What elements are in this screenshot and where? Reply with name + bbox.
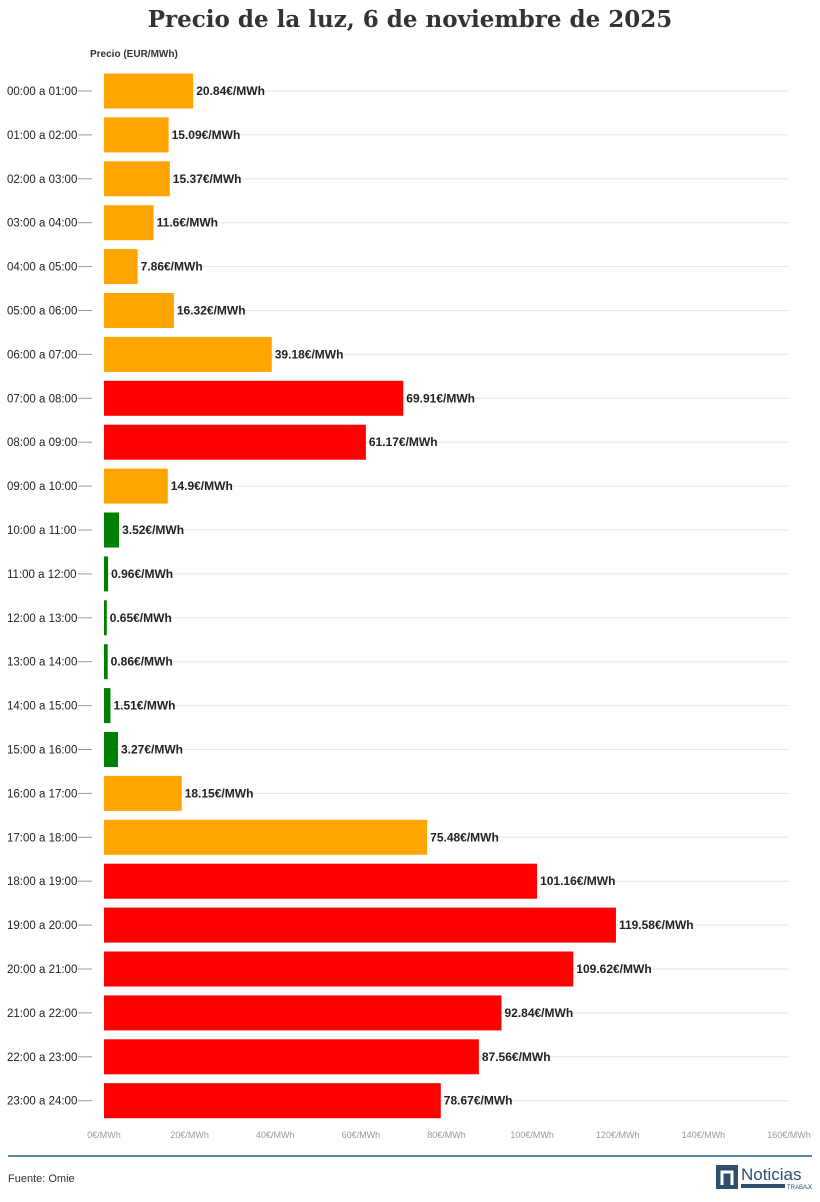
data-label: 16.32€/MWh bbox=[177, 304, 246, 318]
bar bbox=[104, 117, 169, 153]
bar bbox=[104, 161, 170, 197]
category-label: 11:00 a 12:00 bbox=[7, 569, 77, 581]
bar bbox=[104, 995, 502, 1031]
data-label: 61.17€/MWh bbox=[369, 435, 438, 449]
bar bbox=[104, 775, 182, 811]
category-label: 13:00 a 14:00 bbox=[7, 657, 77, 669]
data-label: 11.6€/MWh bbox=[157, 216, 218, 230]
category-label: 10:00 a 11:00 bbox=[7, 525, 77, 537]
data-label: 3.27€/MWh bbox=[121, 743, 183, 757]
bar bbox=[104, 1083, 441, 1119]
bar bbox=[104, 293, 174, 328]
bar bbox=[104, 863, 538, 899]
data-label: 7.86€/MWh bbox=[141, 260, 203, 274]
category-label: 21:00 a 22:00 bbox=[7, 1008, 77, 1020]
category-label: 07:00 a 08:00 bbox=[7, 393, 77, 405]
data-label: 92.84€/MWh bbox=[504, 1006, 573, 1020]
category-label: 04:00 a 05:00 bbox=[7, 262, 77, 274]
bar bbox=[104, 380, 404, 416]
category-label: 12:00 a 13:00 bbox=[7, 613, 77, 625]
bar bbox=[104, 951, 574, 987]
x-tick-label: 40€/MWh bbox=[256, 1130, 295, 1140]
bar bbox=[104, 512, 120, 548]
category-label: 15:00 a 16:00 bbox=[7, 745, 77, 757]
bar bbox=[104, 819, 428, 855]
y-axis-title: Precio (EUR/MWh) bbox=[90, 49, 178, 60]
bar bbox=[104, 205, 154, 241]
data-label: 1.51€/MWh bbox=[113, 699, 175, 713]
category-label: 01:00 a 02:00 bbox=[7, 130, 77, 142]
category-label: 02:00 a 03:00 bbox=[7, 174, 77, 186]
category-label: 16:00 a 17:00 bbox=[7, 788, 77, 800]
bar bbox=[104, 600, 107, 636]
data-label: 18.15€/MWh bbox=[185, 786, 254, 800]
bar-chart: Precio (EUR/MWh) 0€/MWh 20€/MWh 40€/MWh 60€/… bbox=[7, 49, 811, 1140]
data-label: 15.09€/MWh bbox=[172, 128, 241, 142]
x-tick-label: 0€/MWh bbox=[87, 1130, 121, 1140]
svg-text:Noticias: Noticias bbox=[741, 1165, 801, 1184]
data-label: 20.84€/MWh bbox=[196, 84, 265, 98]
category-label: 05:00 a 06:00 bbox=[7, 306, 77, 318]
category-label: 22:00 a 23:00 bbox=[7, 1052, 77, 1064]
data-label: 14.9€/MWh bbox=[171, 479, 233, 493]
category-label: 20:00 a 21:00 bbox=[7, 964, 77, 976]
data-label: 39.18€/MWh bbox=[275, 347, 344, 361]
category-label: 06:00 a 07:00 bbox=[7, 349, 77, 361]
svg-text:TRABAJO: TRABAJO bbox=[787, 1185, 812, 1191]
category-label: 18:00 a 19:00 bbox=[7, 876, 77, 888]
data-label: 69.91€/MWh bbox=[406, 391, 475, 405]
data-label: 0.86€/MWh bbox=[111, 655, 173, 669]
x-tick-label: 160€/MWh bbox=[767, 1130, 811, 1140]
data-label: 3.52€/MWh bbox=[122, 523, 184, 537]
category-label: 14:00 a 15:00 bbox=[7, 701, 77, 713]
bar bbox=[104, 688, 111, 724]
x-tick-label: 120€/MWh bbox=[596, 1130, 640, 1140]
data-label: 78.67€/MWh bbox=[444, 1094, 513, 1108]
bar bbox=[104, 468, 168, 504]
bar bbox=[104, 336, 272, 372]
bar bbox=[104, 424, 366, 460]
data-label: 15.37€/MWh bbox=[173, 172, 242, 186]
data-label: 75.48€/MWh bbox=[430, 830, 499, 844]
x-tick-label: 140€/MWh bbox=[682, 1130, 726, 1140]
category-label: 03:00 a 04:00 bbox=[7, 218, 77, 230]
category-label: 08:00 a 09:00 bbox=[7, 437, 77, 449]
data-label: 119.58€/MWh bbox=[619, 918, 694, 932]
footer-divider bbox=[8, 1155, 812, 1157]
category-label: 00:00 a 01:00 bbox=[7, 86, 77, 98]
data-label: 87.56€/MWh bbox=[482, 1050, 551, 1064]
data-label: 0.96€/MWh bbox=[111, 567, 173, 581]
bar bbox=[104, 644, 108, 680]
x-tick-label: 20€/MWh bbox=[170, 1130, 209, 1140]
data-label: 0.65€/MWh bbox=[110, 611, 172, 625]
bar bbox=[104, 1039, 479, 1075]
x-tick-label: 100€/MWh bbox=[510, 1130, 554, 1140]
bar bbox=[104, 907, 616, 943]
data-label: 109.62€/MWh bbox=[576, 962, 651, 976]
bar bbox=[104, 73, 194, 109]
chart-title: Precio de la luz, 6 de noviembre de 2025 bbox=[147, 6, 673, 33]
bar bbox=[104, 556, 109, 592]
x-tick-label: 80€/MWh bbox=[427, 1130, 466, 1140]
x-tick-label: 60€/MWh bbox=[342, 1130, 381, 1140]
category-label: 09:00 a 10:00 bbox=[7, 481, 77, 493]
bar bbox=[104, 249, 138, 285]
data-label: 101.16€/MWh bbox=[540, 874, 615, 888]
bar bbox=[104, 732, 118, 767]
category-label: 19:00 a 20:00 bbox=[7, 920, 77, 932]
category-label: 23:00 a 24:00 bbox=[7, 1096, 77, 1108]
category-label: 17:00 a 18:00 bbox=[7, 832, 77, 844]
source-note: Fuente: Omie bbox=[8, 1173, 75, 1185]
noticias-trabajo-logo: Noticias TRABAJO bbox=[716, 1165, 812, 1191]
